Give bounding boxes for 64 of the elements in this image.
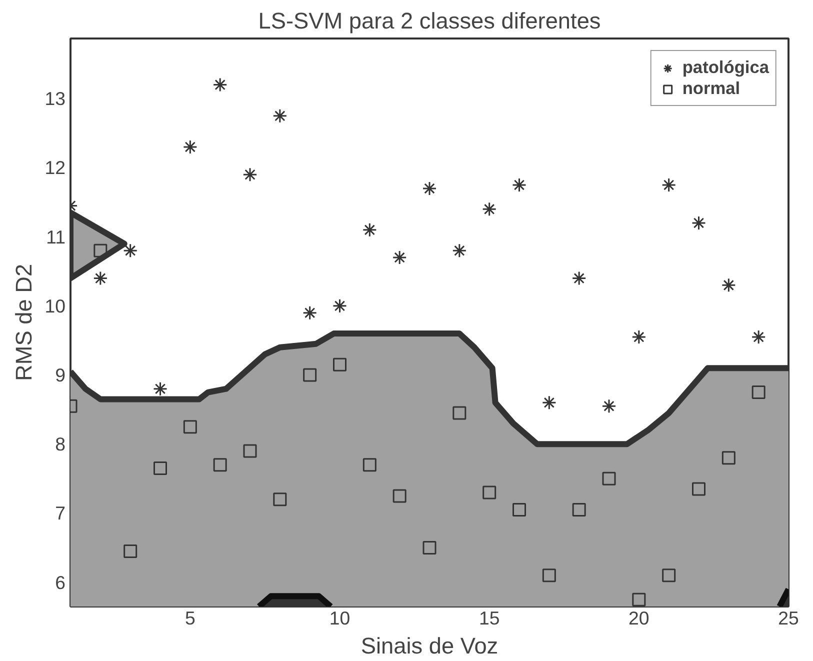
x-tick-label: 15 (478, 608, 500, 628)
point (542, 568, 556, 582)
point (392, 250, 407, 265)
point (212, 78, 228, 92)
point (272, 108, 288, 124)
y-axis-title: RMS de D2 (10, 264, 37, 382)
y-tick-label: 9 (55, 364, 66, 386)
point (482, 486, 496, 500)
point (333, 358, 346, 372)
x-tick-label: 20 (628, 608, 650, 628)
point (452, 406, 466, 420)
chart-title: LS-SVM para 2 classes diferentes (258, 8, 601, 34)
point (153, 382, 168, 396)
point (303, 368, 317, 382)
point (332, 298, 347, 314)
point (542, 395, 556, 410)
point (632, 592, 646, 606)
point (721, 278, 736, 292)
point (213, 458, 227, 472)
point (692, 482, 706, 496)
point (392, 489, 406, 503)
point (752, 386, 766, 400)
point (182, 140, 198, 154)
legend-label: patológica (682, 57, 769, 78)
point (243, 444, 257, 458)
point (751, 330, 766, 344)
point (154, 462, 167, 476)
point (124, 544, 138, 558)
point (662, 568, 676, 582)
x-tick-label: 25 (778, 608, 799, 628)
point (452, 243, 467, 258)
point (273, 492, 287, 506)
point (422, 541, 436, 555)
y-tick-label: 7 (55, 502, 66, 524)
point (692, 216, 706, 230)
x-tick-label: 10 (329, 608, 350, 628)
point (422, 181, 437, 196)
x-tick-label: 5 (184, 608, 196, 628)
point (632, 330, 646, 344)
point (512, 178, 526, 192)
point (602, 398, 616, 414)
point (662, 178, 676, 192)
y-tick-label: 12 (44, 157, 66, 178)
legend-label: normal (682, 78, 740, 99)
point (572, 503, 586, 517)
point (123, 243, 138, 258)
point (302, 306, 318, 320)
point (183, 420, 197, 434)
point (93, 271, 108, 286)
point (722, 451, 736, 465)
y-tick-label: 11 (46, 226, 66, 248)
x-axis-title: Sinais de Voz (360, 632, 498, 658)
y-tick-label: 13 (44, 88, 66, 110)
point (362, 222, 377, 238)
point (512, 503, 526, 517)
point (482, 202, 497, 216)
y-tick-label: 8 (55, 434, 66, 455)
point (94, 244, 108, 258)
y-tick-label: 10 (44, 295, 66, 316)
point (362, 458, 376, 472)
point (602, 472, 616, 486)
point (242, 167, 258, 182)
point (572, 271, 586, 286)
y-tick-label: 6 (55, 572, 66, 593)
